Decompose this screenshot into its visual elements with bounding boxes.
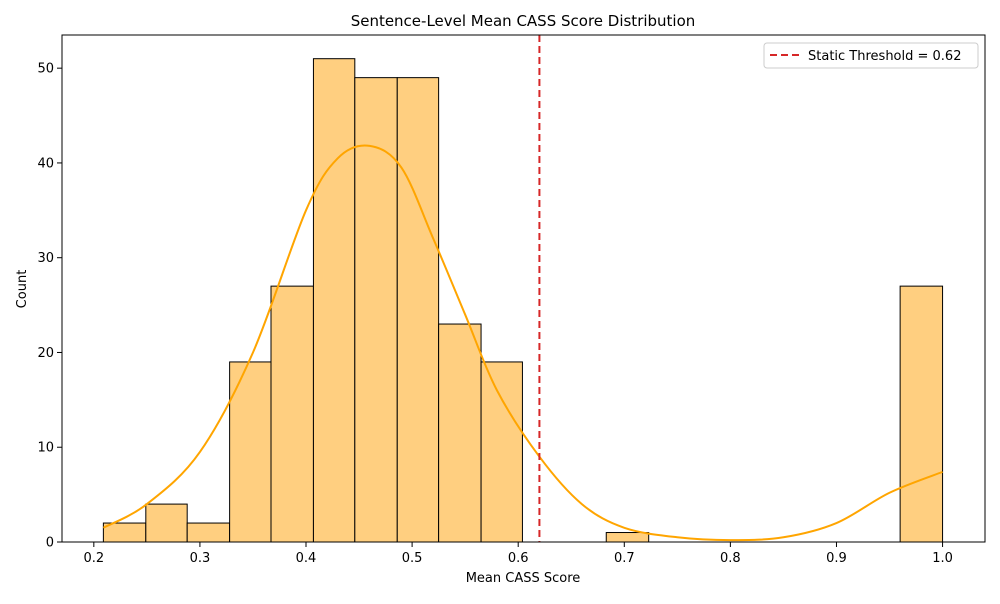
histogram-bar bbox=[899, 285, 944, 543]
histogram-bar bbox=[186, 522, 231, 543]
y-tick-label: 10 bbox=[37, 441, 54, 456]
x-tick-label: 0.6 bbox=[508, 551, 529, 566]
y-axis-label: Count bbox=[15, 270, 30, 309]
histogram-bar bbox=[229, 361, 272, 543]
x-tick-label: 0.5 bbox=[402, 551, 423, 566]
histogram-bar bbox=[396, 77, 440, 543]
histogram-bar bbox=[145, 503, 188, 543]
legend-box bbox=[763, 42, 979, 69]
y-tick-label: 30 bbox=[37, 251, 54, 266]
y-tick-label: 40 bbox=[37, 156, 54, 171]
plot-frame bbox=[61, 34, 986, 543]
x-tick-label: 0.8 bbox=[720, 551, 741, 566]
x-tick-label: 0.4 bbox=[296, 551, 317, 566]
x-axis-ticks: 0.2 0.3 0.4 0.5 0.6 0.7 0.8 0.9 1.0 bbox=[83, 542, 953, 566]
x-tick-label: 0.9 bbox=[826, 551, 847, 566]
histogram-bar bbox=[312, 58, 356, 543]
x-tick-label: 1.0 bbox=[932, 551, 953, 566]
y-tick-label: 0 bbox=[46, 536, 54, 551]
histogram-bars bbox=[102, 58, 944, 543]
legend: Static Threshold = 0.62 bbox=[763, 42, 979, 69]
histogram-bar bbox=[270, 285, 314, 543]
legend-threshold-label: Static Threshold = 0.62 bbox=[808, 49, 961, 64]
histogram-bar bbox=[480, 361, 523, 543]
chart-title: Sentence-Level Mean CASS Score Distribut… bbox=[351, 12, 696, 30]
x-tick-label: 0.7 bbox=[614, 551, 635, 566]
x-axis-label: Mean CASS Score bbox=[466, 571, 581, 586]
x-tick-label: 0.2 bbox=[83, 551, 104, 566]
y-tick-label: 50 bbox=[37, 62, 54, 77]
y-tick-label: 20 bbox=[37, 346, 54, 361]
histogram-bar bbox=[605, 532, 650, 543]
histogram-bar bbox=[438, 323, 482, 543]
x-tick-label: 0.3 bbox=[190, 551, 211, 566]
kde-curve bbox=[102, 144, 943, 542]
y-axis-ticks: 0 10 20 30 40 50 bbox=[37, 62, 62, 551]
histogram-bar bbox=[102, 522, 147, 543]
